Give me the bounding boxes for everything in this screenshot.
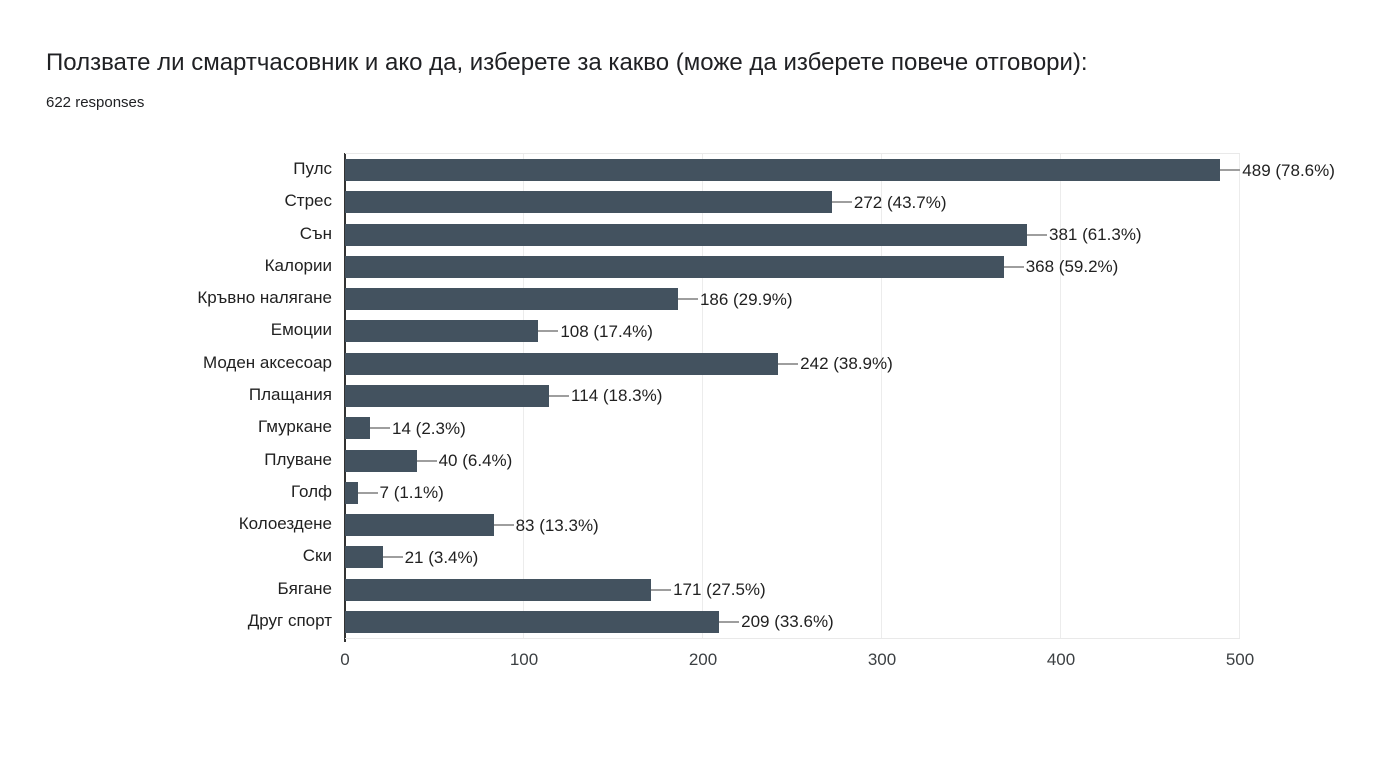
plot-area: 489 (78.6%) 272 (43.7%) 381 (61.3%) 368 (59… bbox=[345, 153, 1335, 639]
x-tick-label: 100 bbox=[509, 650, 539, 669]
leader-line bbox=[778, 362, 799, 365]
category-label: Плуване bbox=[264, 449, 332, 469]
value-label: 209 (33.6%) bbox=[741, 612, 834, 632]
value-label: 40 (6.4%) bbox=[438, 451, 513, 471]
bar bbox=[345, 481, 358, 504]
gridline bbox=[1060, 154, 1061, 638]
leader-line bbox=[493, 524, 514, 527]
leader-line bbox=[538, 330, 559, 333]
responses-count: 622 responses bbox=[46, 94, 145, 111]
bar-row: 186 (29.9%) bbox=[345, 283, 1240, 315]
category-label: Стрес bbox=[284, 191, 332, 211]
x-tick-label: 200 bbox=[688, 650, 718, 669]
x-axis: 0 100 200 300 400 500 bbox=[340, 650, 1254, 672]
gridline bbox=[1239, 154, 1240, 638]
bar-row: 489 (78.6%) bbox=[345, 154, 1335, 186]
value-label: 489 (78.6%) bbox=[1242, 160, 1335, 180]
category-label: Ски bbox=[302, 546, 332, 566]
bar bbox=[345, 352, 779, 375]
bar bbox=[345, 514, 494, 537]
question-title: Ползвате ли смартчасовник и ако да, избе… bbox=[46, 49, 1088, 76]
category-label: Бягане bbox=[277, 578, 333, 598]
bar bbox=[345, 417, 371, 440]
leader-line bbox=[416, 459, 437, 462]
bar bbox=[345, 159, 1221, 182]
category-label: Голф bbox=[290, 481, 332, 501]
leader-line bbox=[719, 620, 740, 623]
bar bbox=[345, 191, 832, 214]
leader-line bbox=[831, 201, 852, 204]
bar-row: 83 (13.3%) bbox=[345, 509, 1240, 541]
leader-line bbox=[382, 556, 403, 559]
bar-row: 242 (38.9%) bbox=[345, 348, 1240, 380]
bar-row: 368 (59.2%) bbox=[345, 251, 1240, 283]
bar bbox=[345, 578, 652, 601]
value-label: 368 (59.2%) bbox=[1025, 257, 1119, 277]
category-label: Моден аксесоар bbox=[202, 352, 332, 372]
bar bbox=[345, 223, 1027, 246]
category-axis: Пулс Стрес Сън Калории Кръвно налягане Емоции… bbox=[0, 153, 332, 637]
leader-line bbox=[651, 588, 672, 591]
bar-row: 14 (2.3%) bbox=[345, 412, 1240, 444]
x-tick-label: 400 bbox=[1046, 650, 1076, 669]
bar-row: 114 (18.3%) bbox=[345, 380, 1240, 412]
bar bbox=[345, 320, 539, 343]
leader-line bbox=[1003, 265, 1024, 268]
x-tick-label: 0 bbox=[340, 650, 350, 669]
leader-line bbox=[370, 427, 391, 430]
bar-row: 171 (27.5%) bbox=[345, 573, 1240, 605]
value-label: 83 (13.3%) bbox=[515, 515, 599, 535]
bar-row: 21 (3.4%) bbox=[345, 541, 1240, 573]
category-label: Друг спорт bbox=[247, 610, 332, 630]
x-tick-label: 500 bbox=[1225, 650, 1255, 669]
category-label: Емоции bbox=[270, 320, 332, 340]
bar bbox=[345, 610, 720, 633]
bar bbox=[345, 255, 1004, 278]
leader-line bbox=[677, 298, 698, 301]
bar-row: 40 (6.4%) bbox=[345, 444, 1240, 476]
bar-row: 381 (61.3%) bbox=[345, 219, 1240, 251]
category-label: Пулс bbox=[293, 159, 332, 179]
category-label: Гмуркане bbox=[257, 417, 332, 437]
bar-row: 272 (43.7%) bbox=[345, 186, 1240, 218]
value-label: 14 (2.3%) bbox=[392, 418, 466, 438]
value-label: 242 (38.9%) bbox=[800, 354, 893, 374]
leader-line bbox=[1026, 233, 1047, 236]
category-label: Плащания bbox=[248, 384, 332, 404]
bar-row: 108 (17.4%) bbox=[345, 315, 1240, 347]
bar bbox=[345, 449, 417, 472]
category-label: Калории bbox=[264, 255, 332, 275]
bar-row: 209 (33.6%) bbox=[345, 606, 1240, 638]
category-label: Сън bbox=[299, 223, 332, 243]
category-label: Кръвно налягане bbox=[197, 288, 332, 308]
value-label: 114 (18.3%) bbox=[571, 386, 663, 406]
category-label: Колоездене bbox=[238, 514, 332, 534]
value-label: 108 (17.4%) bbox=[560, 321, 653, 341]
value-label: 272 (43.7%) bbox=[853, 192, 947, 212]
bar bbox=[345, 546, 383, 569]
value-label: 21 (3.4%) bbox=[404, 547, 479, 567]
value-label: 186 (29.9%) bbox=[699, 289, 793, 309]
bar bbox=[345, 288, 678, 311]
value-label: 171 (27.5%) bbox=[673, 580, 766, 600]
leader-line bbox=[357, 491, 378, 494]
bar bbox=[345, 384, 550, 407]
x-tick-label: 300 bbox=[867, 650, 897, 669]
value-label: 7 (1.1%) bbox=[379, 483, 444, 503]
gridline bbox=[702, 154, 703, 638]
value-label: 381 (61.3%) bbox=[1048, 225, 1142, 245]
leader-line bbox=[549, 394, 570, 397]
gridline bbox=[881, 154, 882, 638]
leader-line bbox=[1220, 169, 1241, 172]
bar-row: 7 (1.1%) bbox=[345, 477, 1240, 509]
